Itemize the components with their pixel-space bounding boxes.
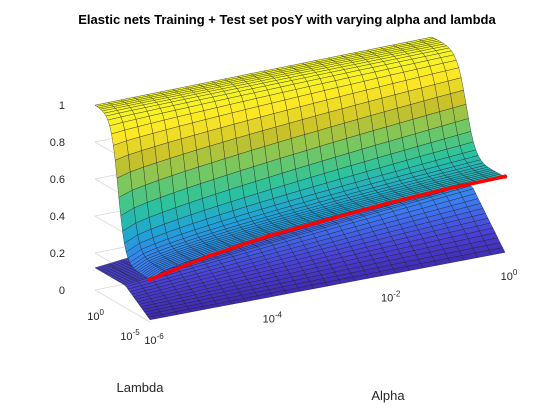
highlight-point [147, 277, 153, 282]
plot-surfaces [94, 36, 506, 320]
y-tick-label: 100 [87, 308, 104, 323]
highlight-point [443, 186, 449, 192]
z-tick-label: 1 [59, 100, 65, 112]
highlight-point [206, 253, 212, 259]
surface-patch [147, 314, 165, 320]
z-tick-label: 0.6 [50, 174, 65, 186]
highlight-point [266, 233, 271, 239]
x-tick-label: 10-2 [381, 289, 401, 304]
x-tick-label: 10-6 [144, 332, 164, 347]
z-tick-label: 0.4 [50, 211, 65, 223]
z-tick-label: 0.8 [50, 137, 65, 149]
highlight-line-group [147, 174, 508, 282]
highlight-point [502, 174, 508, 179]
y-tick-label: 10-5 [120, 328, 140, 343]
y-axis-label: Lambda [117, 380, 165, 395]
grid-line [94, 289, 151, 323]
highlight-point [384, 201, 389, 206]
x-axis-label: Alpha [371, 388, 405, 403]
x-tick-label: 100 [501, 268, 518, 283]
z-tick-label: 0.2 [50, 248, 65, 260]
z-tick-label: 0 [59, 285, 65, 297]
chart-title: Elastic nets Training + Test set posY wi… [78, 12, 496, 27]
x-tick-label: 10-4 [263, 311, 283, 326]
highlight-point [325, 217, 330, 222]
upper-surface [94, 36, 506, 280]
